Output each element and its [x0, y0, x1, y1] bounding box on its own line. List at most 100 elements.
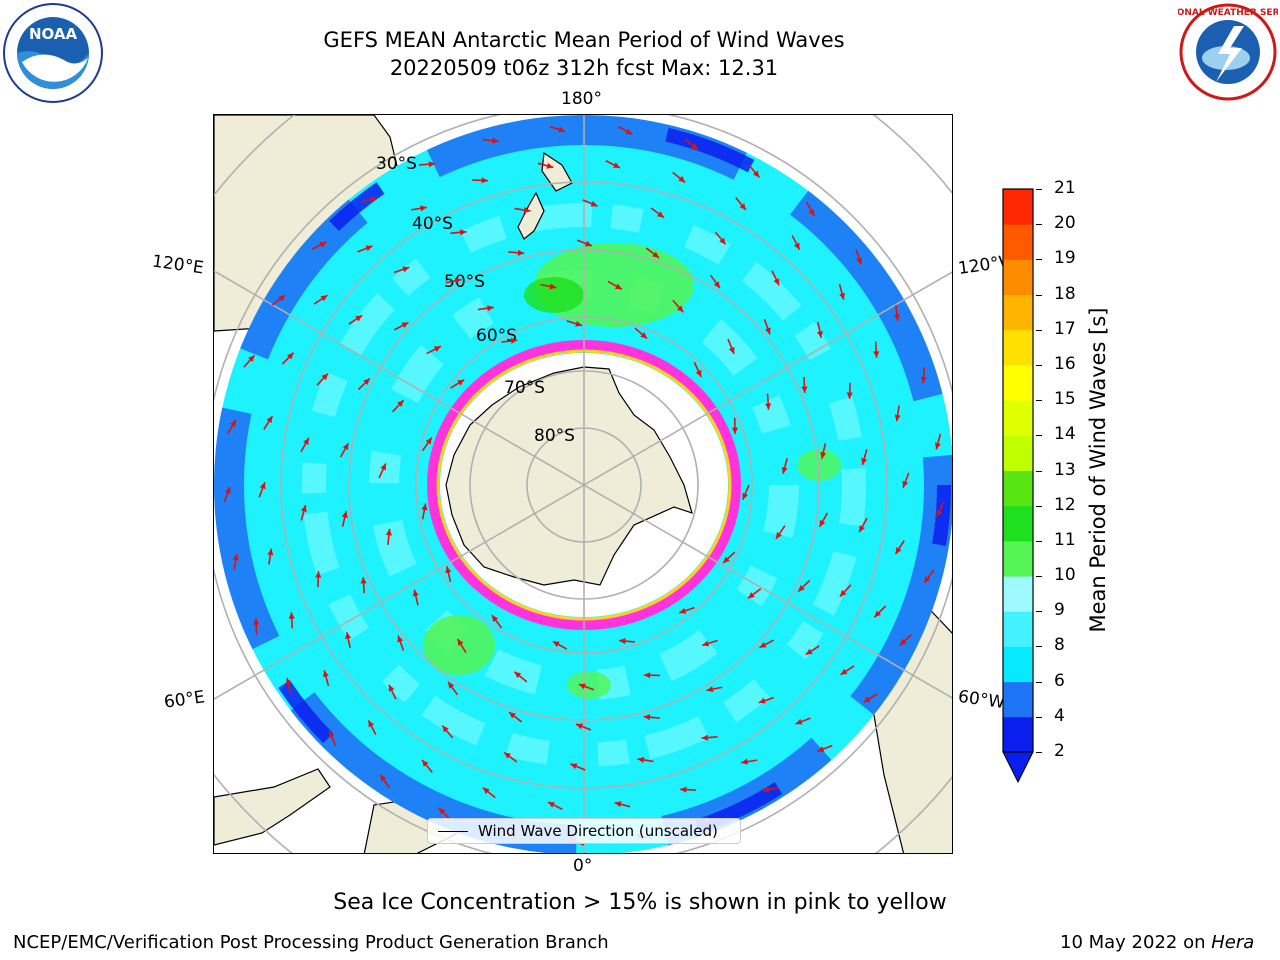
wind-arrow-head — [752, 170, 760, 178]
colorbar-tick-label: 2 — [1054, 741, 1065, 761]
lon-label-lower-left: 60°E — [162, 687, 207, 713]
wind-arrow-head — [445, 566, 452, 574]
wind-arrow-head — [558, 126, 566, 133]
wind-arrow-head — [300, 505, 307, 513]
wind-arrow-head — [355, 315, 363, 322]
sea-ice-note: Sea Ice Concentration > 15% is shown in … — [333, 890, 947, 915]
wind-arrow-head — [481, 177, 488, 184]
wind-arrow-head — [322, 670, 329, 678]
chart-title: GEFS MEAN Antarctic Mean Period of Wind … — [323, 28, 845, 52]
wind-arrow-head — [679, 607, 687, 614]
colorbar-tick-mark — [1036, 294, 1042, 296]
wind-wave-arrows — [223, 125, 945, 846]
nws-logo-text: NATIONAL WEATHER SERVICE — [1178, 8, 1278, 18]
colorbar-tick-mark — [1036, 716, 1042, 718]
chart-subtitle: 20220509 t06z 312h fcst Max: 12.31 — [389, 56, 779, 80]
wind-arrow-head — [448, 681, 455, 689]
wind-arrow-head — [303, 437, 309, 445]
wind-arrow-head — [741, 758, 748, 765]
colorbar-tick-label: 17 — [1054, 318, 1076, 339]
wind-arrow-head — [702, 640, 710, 647]
map-canvas: 30°S 40°S 50°S 60°S 70°S 80°S — [214, 115, 952, 853]
wind-arrow-head — [438, 807, 446, 815]
wind-arrow-head — [345, 632, 352, 640]
wind-arrow-head — [657, 211, 664, 218]
colorbar-tick-label: 15 — [1054, 389, 1076, 410]
wind-arrow-head — [422, 760, 429, 767]
wind-arrow-head — [819, 519, 826, 527]
wind-arrow-head — [575, 320, 583, 327]
wind-arrow-head — [397, 400, 404, 407]
colorbar-title: Mean Period of Wind Waves [s] — [1086, 307, 1110, 633]
lat-label-30s: 30°S — [376, 154, 417, 174]
wind-arrow-head — [678, 176, 686, 183]
wind-arrow-head — [266, 416, 273, 423]
wind-arrow-head — [637, 756, 645, 763]
wind-arrow-head — [731, 427, 738, 434]
wind-arrow-head — [578, 683, 586, 690]
wind-arrow-head — [402, 266, 410, 273]
colorbar-tick-label: 14 — [1054, 424, 1076, 445]
wind-arrow-head — [421, 503, 428, 511]
wind-arrow-head — [773, 278, 780, 286]
colorbar-segment — [1003, 505, 1033, 542]
wind-arrow-head — [764, 327, 771, 335]
wind-arrow-head — [643, 672, 651, 679]
wind-arrow-head — [504, 752, 511, 759]
nws-logo: NATIONAL WEATHER SERVICE — [1178, 3, 1278, 101]
legend-label: Wind Wave Direction (unscaled) — [478, 822, 718, 840]
lat-label-50s: 50°S — [444, 272, 485, 292]
wind-arrow-head — [442, 725, 449, 733]
land-new-zealand — [517, 151, 573, 240]
wind-arrow-head — [873, 351, 880, 358]
colorbar-segment — [1003, 294, 1033, 331]
wind-arrow-head — [320, 295, 328, 302]
wind-arrow-head — [328, 730, 335, 738]
wind-arrow-head — [706, 686, 714, 693]
wind-arrow-head — [723, 556, 730, 564]
colorbar-tick-mark — [1036, 505, 1042, 507]
wind-arrow-head — [321, 373, 329, 381]
wind-arrow-head — [691, 143, 698, 150]
wind-arrow-head — [319, 242, 327, 248]
wind-arrow-head — [856, 257, 863, 265]
wind-arrow-head — [701, 734, 709, 741]
colorbar-tick-mark — [1036, 224, 1042, 226]
footer-host: Hera — [1211, 932, 1255, 953]
wind-arrow-head — [805, 648, 813, 655]
wind-arrow-head — [859, 525, 865, 533]
colorbar-tick-mark — [1036, 611, 1042, 613]
wind-arrow-head — [742, 492, 749, 500]
colorbar-segment — [1003, 576, 1033, 612]
colorbar-tick-mark — [1036, 329, 1042, 331]
wind-arrow-head — [315, 571, 322, 578]
wind-arrow-head — [775, 532, 782, 539]
colorbar-tick-mark — [1036, 540, 1042, 542]
colorbar-extend-arrow — [1002, 751, 1034, 784]
map-legend: Wind Wave Direction (unscaled) — [427, 818, 741, 844]
wind-arrow-head — [934, 442, 941, 450]
wind-arrow-head — [549, 283, 557, 290]
footer-date: 10 May 2022 on Hera — [1060, 932, 1254, 953]
wind-arrow-head — [643, 714, 651, 721]
land-africa — [214, 768, 331, 846]
polar-map: 30°S 40°S 50°S 60°S 70°S 80°S — [213, 114, 953, 854]
colorbar-tick-label: 13 — [1054, 459, 1076, 480]
wind-arrow-head — [278, 295, 286, 302]
wind-arrow-head — [368, 720, 375, 728]
colorbar-tick-mark — [1036, 189, 1042, 190]
colorbar-segment — [1003, 540, 1033, 577]
wind-arrow-head — [342, 443, 349, 451]
wind-arrow-head — [652, 251, 659, 258]
wind-arrow-head — [380, 774, 387, 782]
wind-arrow-head — [808, 209, 815, 217]
colorbar-tick-label: 4 — [1054, 705, 1065, 726]
colorbar-tick-label: 16 — [1054, 353, 1076, 374]
wind-arrow-head — [619, 638, 626, 645]
wind-arrow-head — [793, 242, 800, 250]
wind-arrow-head — [719, 237, 726, 245]
wind-arrow-head — [739, 203, 746, 210]
wind-arrow-head — [523, 207, 531, 214]
wind-arrow-head — [253, 618, 260, 625]
colorbar-tick-label: 6 — [1054, 670, 1065, 691]
